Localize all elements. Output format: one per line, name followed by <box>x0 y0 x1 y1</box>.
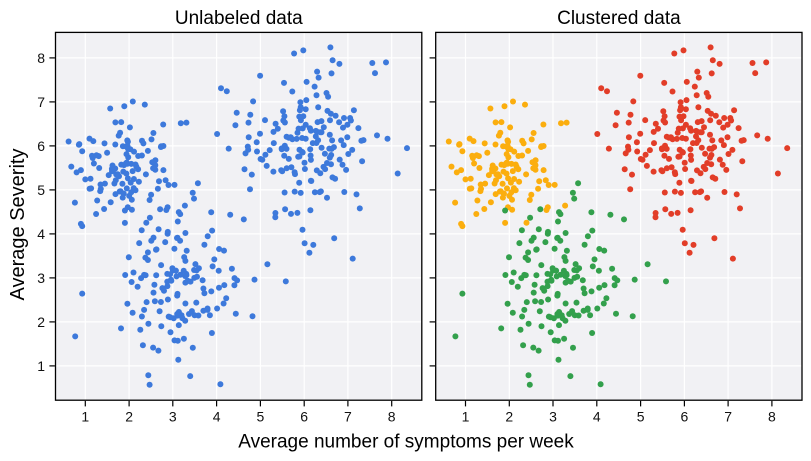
svg-text:1: 1 <box>462 409 470 425</box>
svg-text:3: 3 <box>549 409 557 425</box>
svg-text:3: 3 <box>169 409 177 425</box>
svg-text:6: 6 <box>681 409 689 425</box>
svg-text:7: 7 <box>344 409 352 425</box>
svg-text:Average number of symptoms per: Average number of symptoms per week <box>238 431 574 452</box>
svg-text:2: 2 <box>37 314 45 330</box>
svg-text:Unlabeled data: Unlabeled data <box>175 8 303 29</box>
svg-text:6: 6 <box>37 138 45 154</box>
svg-text:1: 1 <box>81 409 89 425</box>
svg-text:3: 3 <box>37 270 45 286</box>
svg-text:4: 4 <box>213 409 221 425</box>
svg-text:Clustered data: Clustered data <box>557 8 681 29</box>
svg-text:8: 8 <box>37 50 45 66</box>
svg-text:5: 5 <box>257 409 265 425</box>
svg-text:5: 5 <box>637 409 645 425</box>
svg-text:Average Severity: Average Severity <box>7 149 29 301</box>
svg-text:5: 5 <box>37 182 45 198</box>
svg-text:6: 6 <box>300 409 308 425</box>
svg-text:8: 8 <box>768 409 776 425</box>
svg-text:1: 1 <box>37 358 45 374</box>
svg-text:7: 7 <box>37 94 45 110</box>
svg-text:4: 4 <box>37 226 45 242</box>
svg-text:8: 8 <box>388 409 396 425</box>
svg-text:2: 2 <box>125 409 133 425</box>
svg-text:4: 4 <box>593 409 601 425</box>
svg-text:2: 2 <box>505 409 513 425</box>
svg-text:7: 7 <box>724 409 732 425</box>
